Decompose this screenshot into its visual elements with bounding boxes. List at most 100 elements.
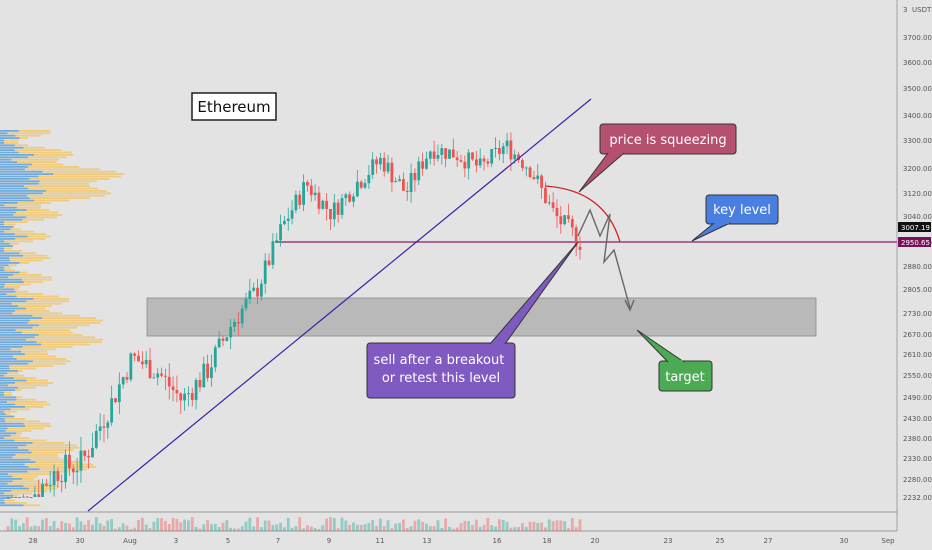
profile-bar-yellow (16, 206, 42, 209)
candle-body (102, 426, 106, 428)
profile-bar-yellow (16, 295, 60, 298)
profile-bar-yellow (23, 146, 45, 149)
volume-bar (206, 520, 210, 531)
profile-bar-yellow (25, 307, 46, 310)
volume-bar (348, 525, 352, 531)
profile-bar-blue (0, 502, 5, 504)
profile-bar-blue (0, 379, 27, 382)
profile-bar-yellow (4, 410, 18, 413)
candle-body (129, 353, 133, 380)
profile-bar-blue (0, 346, 23, 348)
volume-bar (455, 527, 459, 531)
profile-bar-blue (0, 341, 37, 343)
profile-bar-yellow (4, 204, 41, 207)
volume-bar (363, 524, 367, 531)
candle-body (567, 215, 570, 220)
profile-bar-blue (0, 242, 10, 245)
profile-bar-blue (0, 365, 10, 367)
candle-body (344, 194, 348, 199)
profile-bar-blue (0, 132, 8, 135)
profile-bar-blue (0, 204, 5, 207)
volume-bar (332, 518, 336, 531)
profile-bar-blue (0, 199, 35, 202)
candle-body (64, 454, 67, 483)
volume-bar (521, 523, 524, 531)
candle-body (110, 398, 114, 423)
profile-bar-blue (0, 482, 8, 485)
candle-body (302, 182, 305, 205)
candle-body (202, 363, 206, 388)
profile-bar-yellow (32, 163, 64, 166)
profile-bar-yellow (26, 338, 103, 341)
volume-bar (179, 522, 183, 531)
callout-key-level (705, 194, 779, 225)
profile-bar-blue (0, 142, 4, 144)
profile-bar-blue (0, 264, 9, 267)
volume-bar (398, 523, 401, 531)
candle-body (348, 194, 352, 202)
profile-bar-blue (0, 230, 4, 233)
candle-body (60, 480, 64, 483)
profile-bar-blue (0, 410, 4, 413)
volume-bar (263, 520, 267, 531)
profile-bar-yellow (28, 362, 67, 365)
volume-bar (60, 521, 64, 531)
profile-bar-blue (0, 149, 15, 151)
x-tick-label: Aug (123, 537, 137, 545)
profile-bar-yellow (13, 288, 19, 291)
profile-bar-blue (0, 206, 17, 209)
profile-bar-yellow (13, 494, 19, 497)
candle-body (321, 200, 325, 209)
volume-profile (0, 130, 125, 507)
profile-bar-yellow (35, 461, 83, 463)
callout-key-level-text: key level (713, 203, 771, 218)
volume-bar (190, 517, 194, 531)
candle-body (163, 375, 167, 377)
profile-bar-blue (0, 338, 27, 341)
profile-bar-blue (0, 274, 13, 276)
profile-bar-blue (0, 218, 23, 221)
profile-bar-yellow (7, 132, 51, 135)
volume-bar (547, 519, 551, 531)
volume-bar (405, 527, 409, 531)
profile-bar-blue (0, 276, 9, 279)
profile-bar-yellow (42, 192, 111, 195)
volume-bar (275, 524, 279, 531)
x-tick-label: 30 (76, 537, 85, 545)
profile-bar-yellow (25, 425, 52, 427)
candle-body (490, 149, 494, 164)
profile-bar-yellow (24, 353, 48, 355)
candle-body (225, 337, 229, 341)
volume-bar (325, 518, 329, 531)
candle-body (167, 376, 171, 387)
profile-bar-yellow (39, 324, 90, 327)
candle-body (352, 196, 355, 202)
volume-bar (240, 526, 244, 531)
candle-body (91, 447, 94, 458)
y-tick-label: 3120.00 (903, 190, 932, 198)
volume-bar (225, 520, 229, 531)
volume-bar (102, 525, 106, 531)
volume-bar (375, 525, 378, 531)
volume-bar (567, 528, 570, 531)
volume-bar (382, 526, 386, 531)
profile-bar-blue (0, 314, 33, 317)
profile-bar-blue (0, 170, 43, 173)
candle-body (513, 154, 517, 160)
candle-body (286, 218, 290, 221)
profile-bar-blue (0, 382, 15, 384)
profile-bar-blue (0, 413, 6, 415)
candle-body (440, 148, 444, 155)
profile-bar-blue (0, 293, 7, 295)
candle-body (532, 177, 536, 180)
key-price-label: 2950.65 (901, 239, 930, 247)
profile-bar-blue (0, 422, 24, 425)
profile-bar-yellow (4, 283, 31, 286)
profile-bar-yellow (42, 317, 96, 319)
profile-bar-blue (0, 187, 29, 190)
candle-body (359, 181, 363, 188)
y-tick-label: 2380.00 (903, 435, 932, 443)
candle-body (317, 192, 321, 209)
candle-body (325, 200, 329, 210)
profile-bar-yellow (34, 336, 95, 339)
